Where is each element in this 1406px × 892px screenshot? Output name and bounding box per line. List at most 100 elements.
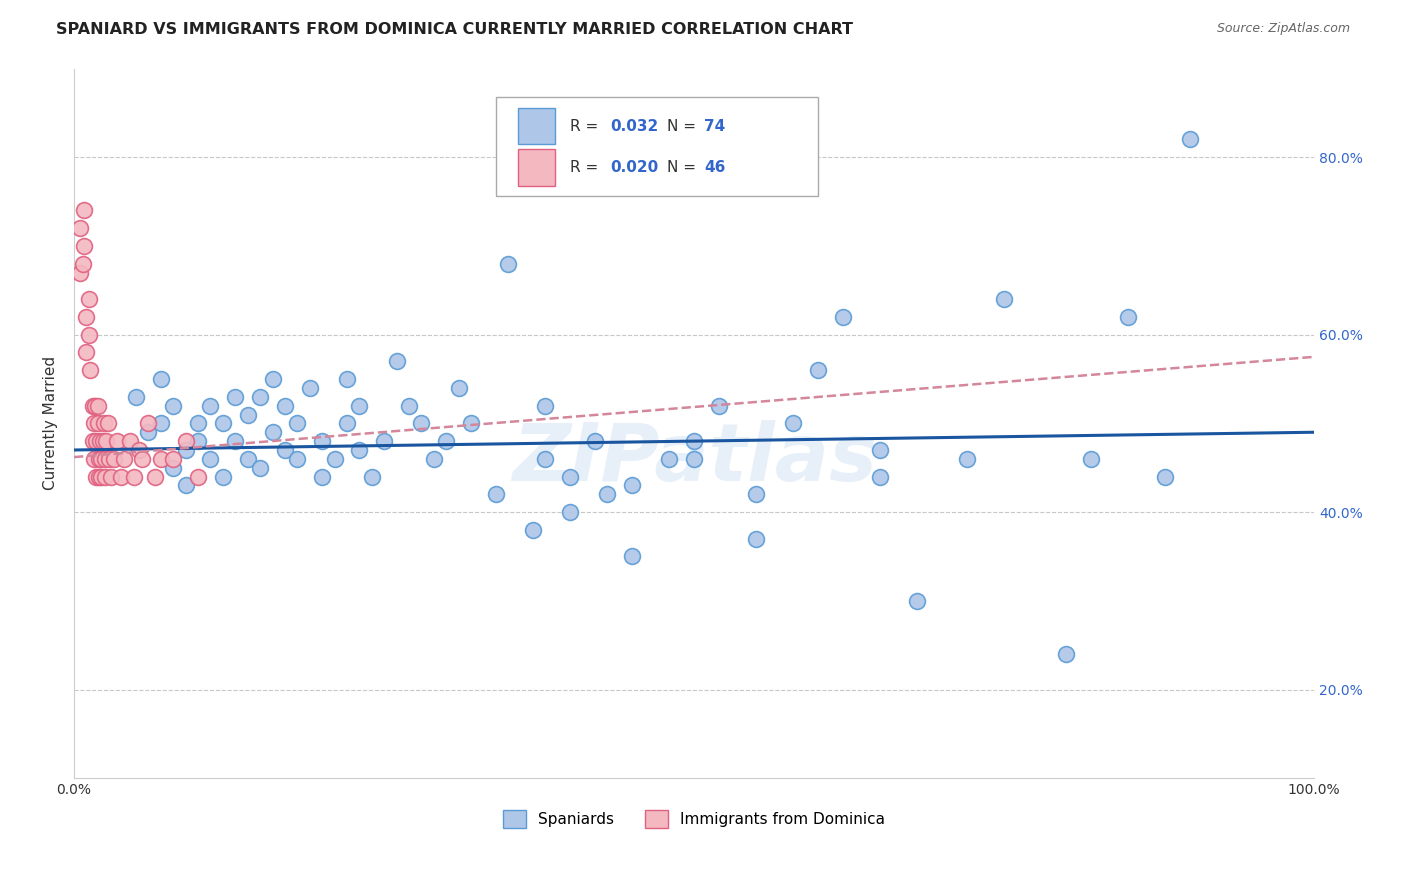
Point xyxy=(107,434,129,449)
Point xyxy=(187,417,209,431)
Point xyxy=(1080,451,1102,466)
Point xyxy=(212,469,235,483)
Point xyxy=(285,417,308,431)
Point xyxy=(249,390,271,404)
Text: 46: 46 xyxy=(704,160,725,175)
Point xyxy=(69,266,91,280)
Point xyxy=(522,523,544,537)
Point xyxy=(262,372,284,386)
Point xyxy=(100,469,122,483)
Point xyxy=(83,417,105,431)
Text: SPANIARD VS IMMIGRANTS FROM DOMINICA CURRENTLY MARRIED CORRELATION CHART: SPANIARD VS IMMIGRANTS FROM DOMINICA CUR… xyxy=(56,22,853,37)
Point xyxy=(447,381,470,395)
Point xyxy=(162,399,184,413)
Point xyxy=(125,390,148,404)
Point xyxy=(224,434,246,449)
Point xyxy=(311,434,333,449)
Point xyxy=(745,532,768,546)
Text: 74: 74 xyxy=(704,119,725,134)
Point xyxy=(187,469,209,483)
Point xyxy=(336,372,359,386)
Text: ZIPatlas: ZIPatlas xyxy=(512,420,876,498)
Point xyxy=(360,469,382,483)
Point xyxy=(285,451,308,466)
Point xyxy=(200,399,222,413)
Point xyxy=(87,469,110,483)
Point xyxy=(274,442,297,457)
Point xyxy=(411,417,433,431)
Text: 0.020: 0.020 xyxy=(610,160,658,175)
Y-axis label: Currently Married: Currently Married xyxy=(44,356,58,491)
Point xyxy=(274,399,297,413)
Point xyxy=(745,487,768,501)
Point xyxy=(122,469,145,483)
Point xyxy=(72,257,94,271)
Point xyxy=(128,442,150,457)
Point xyxy=(596,487,619,501)
Point xyxy=(869,442,891,457)
Point xyxy=(323,451,346,466)
Point xyxy=(94,469,117,483)
Point xyxy=(73,239,96,253)
Text: N =: N = xyxy=(666,119,700,134)
Point xyxy=(174,442,197,457)
Point xyxy=(398,399,420,413)
Point xyxy=(621,478,644,492)
Point xyxy=(869,469,891,483)
Point xyxy=(86,434,108,449)
Point xyxy=(212,417,235,431)
Point xyxy=(83,451,105,466)
Point xyxy=(200,451,222,466)
Point xyxy=(336,417,359,431)
Point xyxy=(434,434,457,449)
Point xyxy=(174,478,197,492)
Point xyxy=(262,425,284,440)
FancyBboxPatch shape xyxy=(517,108,555,145)
Point xyxy=(236,408,259,422)
Point xyxy=(118,434,141,449)
Text: R =: R = xyxy=(569,160,603,175)
Point xyxy=(93,417,115,431)
Point xyxy=(1054,647,1077,661)
Text: 0.032: 0.032 xyxy=(610,119,658,134)
Point xyxy=(162,451,184,466)
Point xyxy=(149,451,172,466)
Point xyxy=(77,292,100,306)
Point xyxy=(87,451,110,466)
Point xyxy=(103,451,125,466)
Text: Source: ZipAtlas.com: Source: ZipAtlas.com xyxy=(1216,22,1350,36)
Point xyxy=(138,425,160,440)
Point xyxy=(94,451,117,466)
Point xyxy=(583,434,606,449)
Point xyxy=(89,434,111,449)
Point xyxy=(162,460,184,475)
Point xyxy=(621,549,644,564)
Point xyxy=(311,469,333,483)
Text: N =: N = xyxy=(666,160,700,175)
Point xyxy=(905,594,928,608)
Point xyxy=(534,451,557,466)
Point xyxy=(187,434,209,449)
Point xyxy=(149,372,172,386)
FancyBboxPatch shape xyxy=(517,149,555,186)
Point xyxy=(658,451,681,466)
Point xyxy=(174,434,197,449)
Point xyxy=(534,399,557,413)
Point xyxy=(249,460,271,475)
Point xyxy=(77,327,100,342)
Point xyxy=(683,451,706,466)
Point xyxy=(422,451,444,466)
Point xyxy=(385,354,408,368)
Point xyxy=(82,399,104,413)
Text: R =: R = xyxy=(569,119,603,134)
Point xyxy=(149,417,172,431)
Point xyxy=(807,363,830,377)
Point xyxy=(82,434,104,449)
Point xyxy=(236,451,259,466)
Point xyxy=(138,417,160,431)
Point xyxy=(84,399,107,413)
Point xyxy=(373,434,395,449)
Point xyxy=(460,417,482,431)
Point xyxy=(96,434,118,449)
Point xyxy=(79,363,101,377)
